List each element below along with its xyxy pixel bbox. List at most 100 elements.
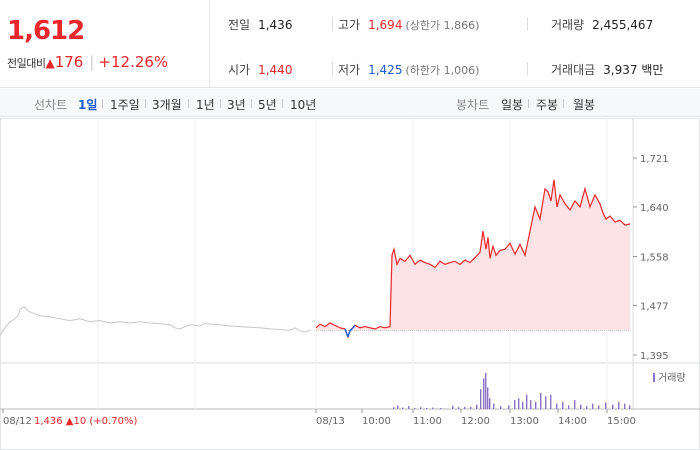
high-label: 고가 bbox=[338, 18, 361, 32]
y-tick-label: 1,721 bbox=[640, 154, 669, 165]
volume-bar bbox=[485, 373, 487, 409]
volume-bar bbox=[414, 407, 416, 409]
prev-close-label: 전일 bbox=[228, 18, 251, 32]
volume-bar bbox=[535, 401, 537, 409]
period-3y[interactable]: 3년 bbox=[227, 98, 246, 112]
open-label: 시가 bbox=[228, 63, 251, 77]
volume-bar bbox=[489, 398, 491, 409]
amount-label: 거래대금 bbox=[551, 63, 596, 77]
below-baseline-segment bbox=[344, 328, 349, 338]
volume-bar bbox=[612, 404, 614, 409]
x-tick-label: 11:00 bbox=[413, 416, 442, 427]
prev-day-line bbox=[0, 305, 311, 336]
x-tick-label: 15:00 bbox=[607, 416, 636, 427]
volume-bar bbox=[530, 400, 532, 409]
divider bbox=[332, 17, 333, 31]
volume-value: 2,455,467 bbox=[592, 18, 654, 32]
period-3m[interactable]: 3개월 bbox=[152, 98, 182, 112]
high-value: 1,694 bbox=[368, 18, 403, 32]
candle-monthly[interactable]: 월봉 bbox=[573, 98, 596, 112]
low-label: 저가 bbox=[338, 63, 361, 77]
change-percent: +12.26% bbox=[98, 53, 169, 71]
today-price-line bbox=[315, 179, 631, 339]
divider bbox=[220, 99, 221, 108]
volume-bar bbox=[562, 401, 564, 409]
divider bbox=[528, 99, 529, 108]
up-area-fill bbox=[316, 179, 630, 331]
below-baseline-segment bbox=[349, 324, 356, 332]
chart-toolbar: 선차트 1일 1주일 3개월 1년 3년 5년 10년 봉차트 일봉 주봉 월봉 bbox=[0, 89, 700, 117]
stat-volume: 거래량 2,455,467 bbox=[551, 16, 653, 33]
volume-bar bbox=[464, 406, 466, 409]
volume-legend-label: 거래량 bbox=[658, 372, 686, 384]
x-tick-label: 12:00 bbox=[461, 416, 490, 427]
divider: | bbox=[89, 53, 95, 71]
upper-limit: (상한가 1,866) bbox=[405, 19, 480, 32]
price-box: 1,612 전일대비▲176 | +12.26% bbox=[0, 0, 210, 88]
volume-bar bbox=[480, 389, 482, 409]
candle-chart-label: 봉차트 bbox=[456, 98, 490, 112]
stat-low: 저가 1,425 (하한가 1,006) bbox=[338, 61, 479, 78]
volume-bar bbox=[487, 387, 489, 409]
divider bbox=[282, 99, 283, 108]
volume-bar bbox=[556, 403, 558, 409]
period-1y[interactable]: 1년 bbox=[196, 98, 215, 112]
period-1w[interactable]: 1주일 bbox=[110, 98, 140, 112]
volume-bar bbox=[624, 403, 626, 409]
quote-panel: 1,612 전일대비▲176 | +12.26% 전일 1,436 고가 1,694 (상… bbox=[0, 0, 700, 88]
volume-bar bbox=[508, 405, 510, 409]
volume-bar bbox=[397, 405, 399, 409]
volume-bar bbox=[500, 406, 502, 409]
period-1d[interactable]: 1일 bbox=[78, 98, 98, 112]
amount-value: 3,937 백만 bbox=[603, 63, 664, 77]
price-lines bbox=[0, 179, 631, 339]
divider bbox=[527, 17, 528, 31]
stat-prev-close: 전일 1,436 bbox=[228, 16, 292, 33]
volume-bar bbox=[598, 405, 600, 409]
stat-high: 고가 1,694 (상한가 1,866) bbox=[338, 16, 479, 33]
divider bbox=[188, 99, 189, 108]
current-price: 1,612 bbox=[7, 16, 85, 46]
volume-bar bbox=[408, 406, 410, 409]
open-value: 1,440 bbox=[258, 63, 293, 77]
volume-bar bbox=[452, 405, 454, 409]
volume-bar bbox=[592, 403, 594, 409]
x-tick-label: 14:00 bbox=[558, 416, 587, 427]
volume-bar bbox=[470, 406, 472, 409]
volume-legend: 거래량 bbox=[653, 372, 686, 384]
divider bbox=[563, 99, 564, 108]
up-arrow-icon: ▲ bbox=[45, 56, 55, 70]
prev-close-value: 1,436 bbox=[258, 18, 293, 32]
divider bbox=[102, 99, 103, 108]
divider bbox=[145, 99, 146, 108]
volume-label: 거래량 bbox=[551, 18, 585, 32]
stat-open: 시가 1,440 bbox=[228, 61, 292, 78]
divider bbox=[251, 99, 252, 108]
candle-daily[interactable]: 일봉 bbox=[501, 98, 524, 112]
volume-bar bbox=[458, 407, 460, 409]
period-5y[interactable]: 5년 bbox=[258, 98, 277, 112]
x-axis-ticks: 08/12 08/13 10:00 11:00 12:00 13:00 14:00 15:00… bbox=[2, 409, 636, 427]
candle-weekly[interactable]: 주봉 bbox=[536, 98, 559, 112]
volume-bar bbox=[476, 404, 478, 409]
volume-bar bbox=[545, 396, 547, 409]
line-chart-label: 선차트 bbox=[34, 98, 68, 112]
volume-bar bbox=[526, 394, 528, 409]
price-chart[interactable]: 1,721 1,640 1,558 1,477 1,395 08/12 08/13 10:0… bbox=[0, 118, 700, 450]
volume-bar bbox=[574, 400, 576, 409]
x-tick-label: 08/13 bbox=[316, 416, 345, 427]
volume-bar bbox=[420, 407, 422, 409]
y-tick-label: 1,395 bbox=[640, 351, 669, 362]
volume-bar bbox=[432, 407, 434, 409]
volume-bar bbox=[540, 392, 542, 409]
period-10y[interactable]: 10년 bbox=[290, 98, 317, 112]
low-value: 1,425 bbox=[368, 63, 403, 77]
volume-bar bbox=[586, 406, 588, 409]
volume-bar bbox=[522, 401, 524, 409]
divider bbox=[527, 62, 528, 76]
x-tick-label: 13:00 bbox=[510, 416, 539, 427]
volume-bar bbox=[483, 378, 485, 409]
change-summary: 전일대비▲176 | +12.26% bbox=[7, 53, 168, 71]
y-tick-label: 1,558 bbox=[640, 253, 669, 264]
x-tick-label: 08/12 bbox=[3, 416, 32, 427]
